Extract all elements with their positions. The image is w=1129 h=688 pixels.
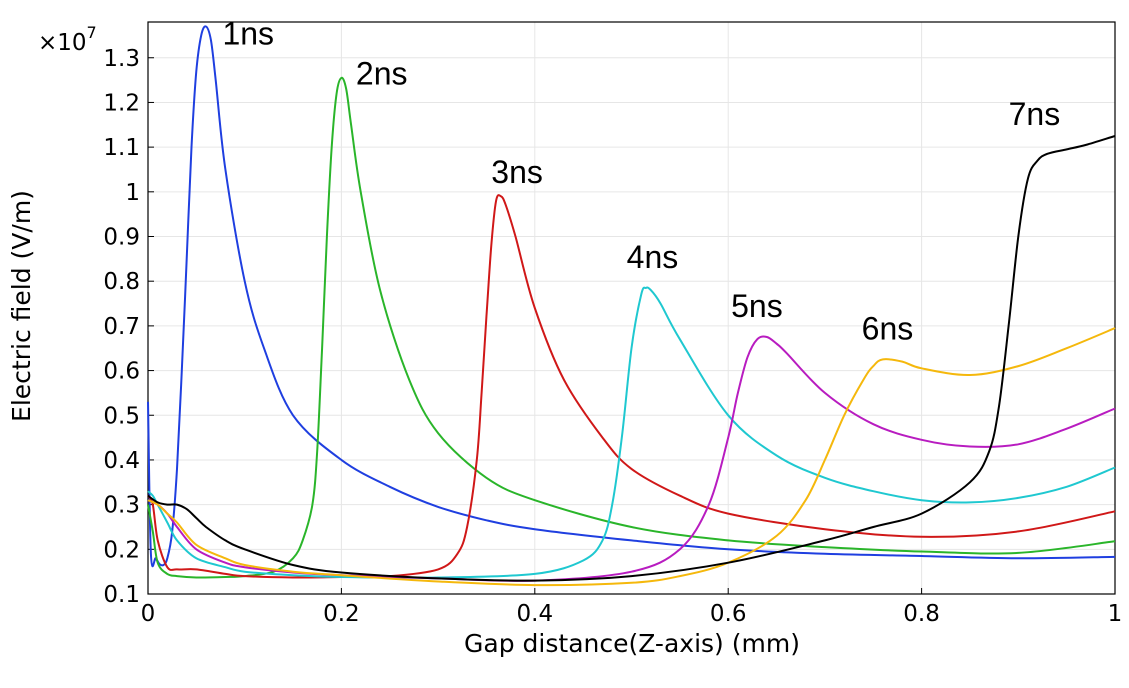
y-tick-label: 1.3 bbox=[103, 46, 140, 72]
y-tick-label: 1.2 bbox=[103, 90, 140, 116]
y-tick-label: 0.5 bbox=[103, 403, 140, 429]
x-tick-label: 0.6 bbox=[710, 601, 747, 627]
y-tick-label: 0.8 bbox=[103, 269, 140, 295]
y-multiplier-base: ×10 bbox=[38, 30, 87, 56]
x-tick-label: 0.2 bbox=[323, 601, 360, 627]
series-annotation-6ns: 6ns bbox=[862, 310, 914, 346]
y-tick-label: 0.2 bbox=[103, 537, 140, 563]
series-line-1ns bbox=[147, 25, 1116, 568]
series-annotation-4ns: 4ns bbox=[627, 239, 679, 275]
plot-frame bbox=[147, 21, 1116, 595]
x-tick-label: 1 bbox=[1108, 601, 1123, 627]
y-multiplier-exponent: 7 bbox=[87, 23, 97, 42]
series-layer bbox=[147, 25, 1116, 587]
series-line-6ns bbox=[147, 327, 1116, 587]
series-line-2ns bbox=[147, 76, 1116, 579]
y-tick-label: 0.7 bbox=[103, 314, 140, 340]
series-line-7ns bbox=[147, 135, 1116, 582]
series-line-3ns bbox=[147, 194, 1116, 579]
y-multiplier-label: ×107 bbox=[38, 23, 97, 56]
x-tick-label: 0 bbox=[141, 601, 156, 627]
series-line-5ns bbox=[147, 335, 1116, 582]
annotation-layer: 1ns 2ns 3ns 4ns 5ns 6ns 7ns bbox=[222, 15, 1060, 346]
y-tick-label: 0.1 bbox=[103, 582, 140, 608]
y-tick-label: 0.4 bbox=[103, 448, 140, 474]
y-tick-label: 0.9 bbox=[103, 225, 140, 251]
y-tick-label: 0.3 bbox=[103, 493, 140, 519]
series-annotation-1ns: 1ns bbox=[222, 15, 274, 51]
x-axis-label: Gap distance(Z-axis) (mm) bbox=[464, 629, 800, 658]
y-tick-label: 1 bbox=[125, 180, 140, 206]
series-annotation-3ns: 3ns bbox=[491, 154, 543, 190]
x-tick-label: 0.8 bbox=[903, 601, 940, 627]
y-tick-label: 0.6 bbox=[103, 359, 140, 385]
series-annotation-5ns: 5ns bbox=[731, 288, 783, 324]
series-annotation-7ns: 7ns bbox=[1009, 96, 1061, 132]
series-annotation-2ns: 2ns bbox=[356, 56, 408, 92]
ticks-layer: 0 0.2 0.4 0.6 0.8 1 0.1 0.2 0.3 0.4 0.5 0.6 0.7 0.8 0.… bbox=[103, 46, 1122, 627]
grid-layer bbox=[147, 22, 1116, 595]
y-tick-label: 1.1 bbox=[103, 135, 140, 161]
y-axis-label: Electric field (V/m) bbox=[7, 190, 36, 422]
series-line-4ns bbox=[147, 286, 1116, 579]
x-tick-label: 0.4 bbox=[517, 601, 554, 627]
